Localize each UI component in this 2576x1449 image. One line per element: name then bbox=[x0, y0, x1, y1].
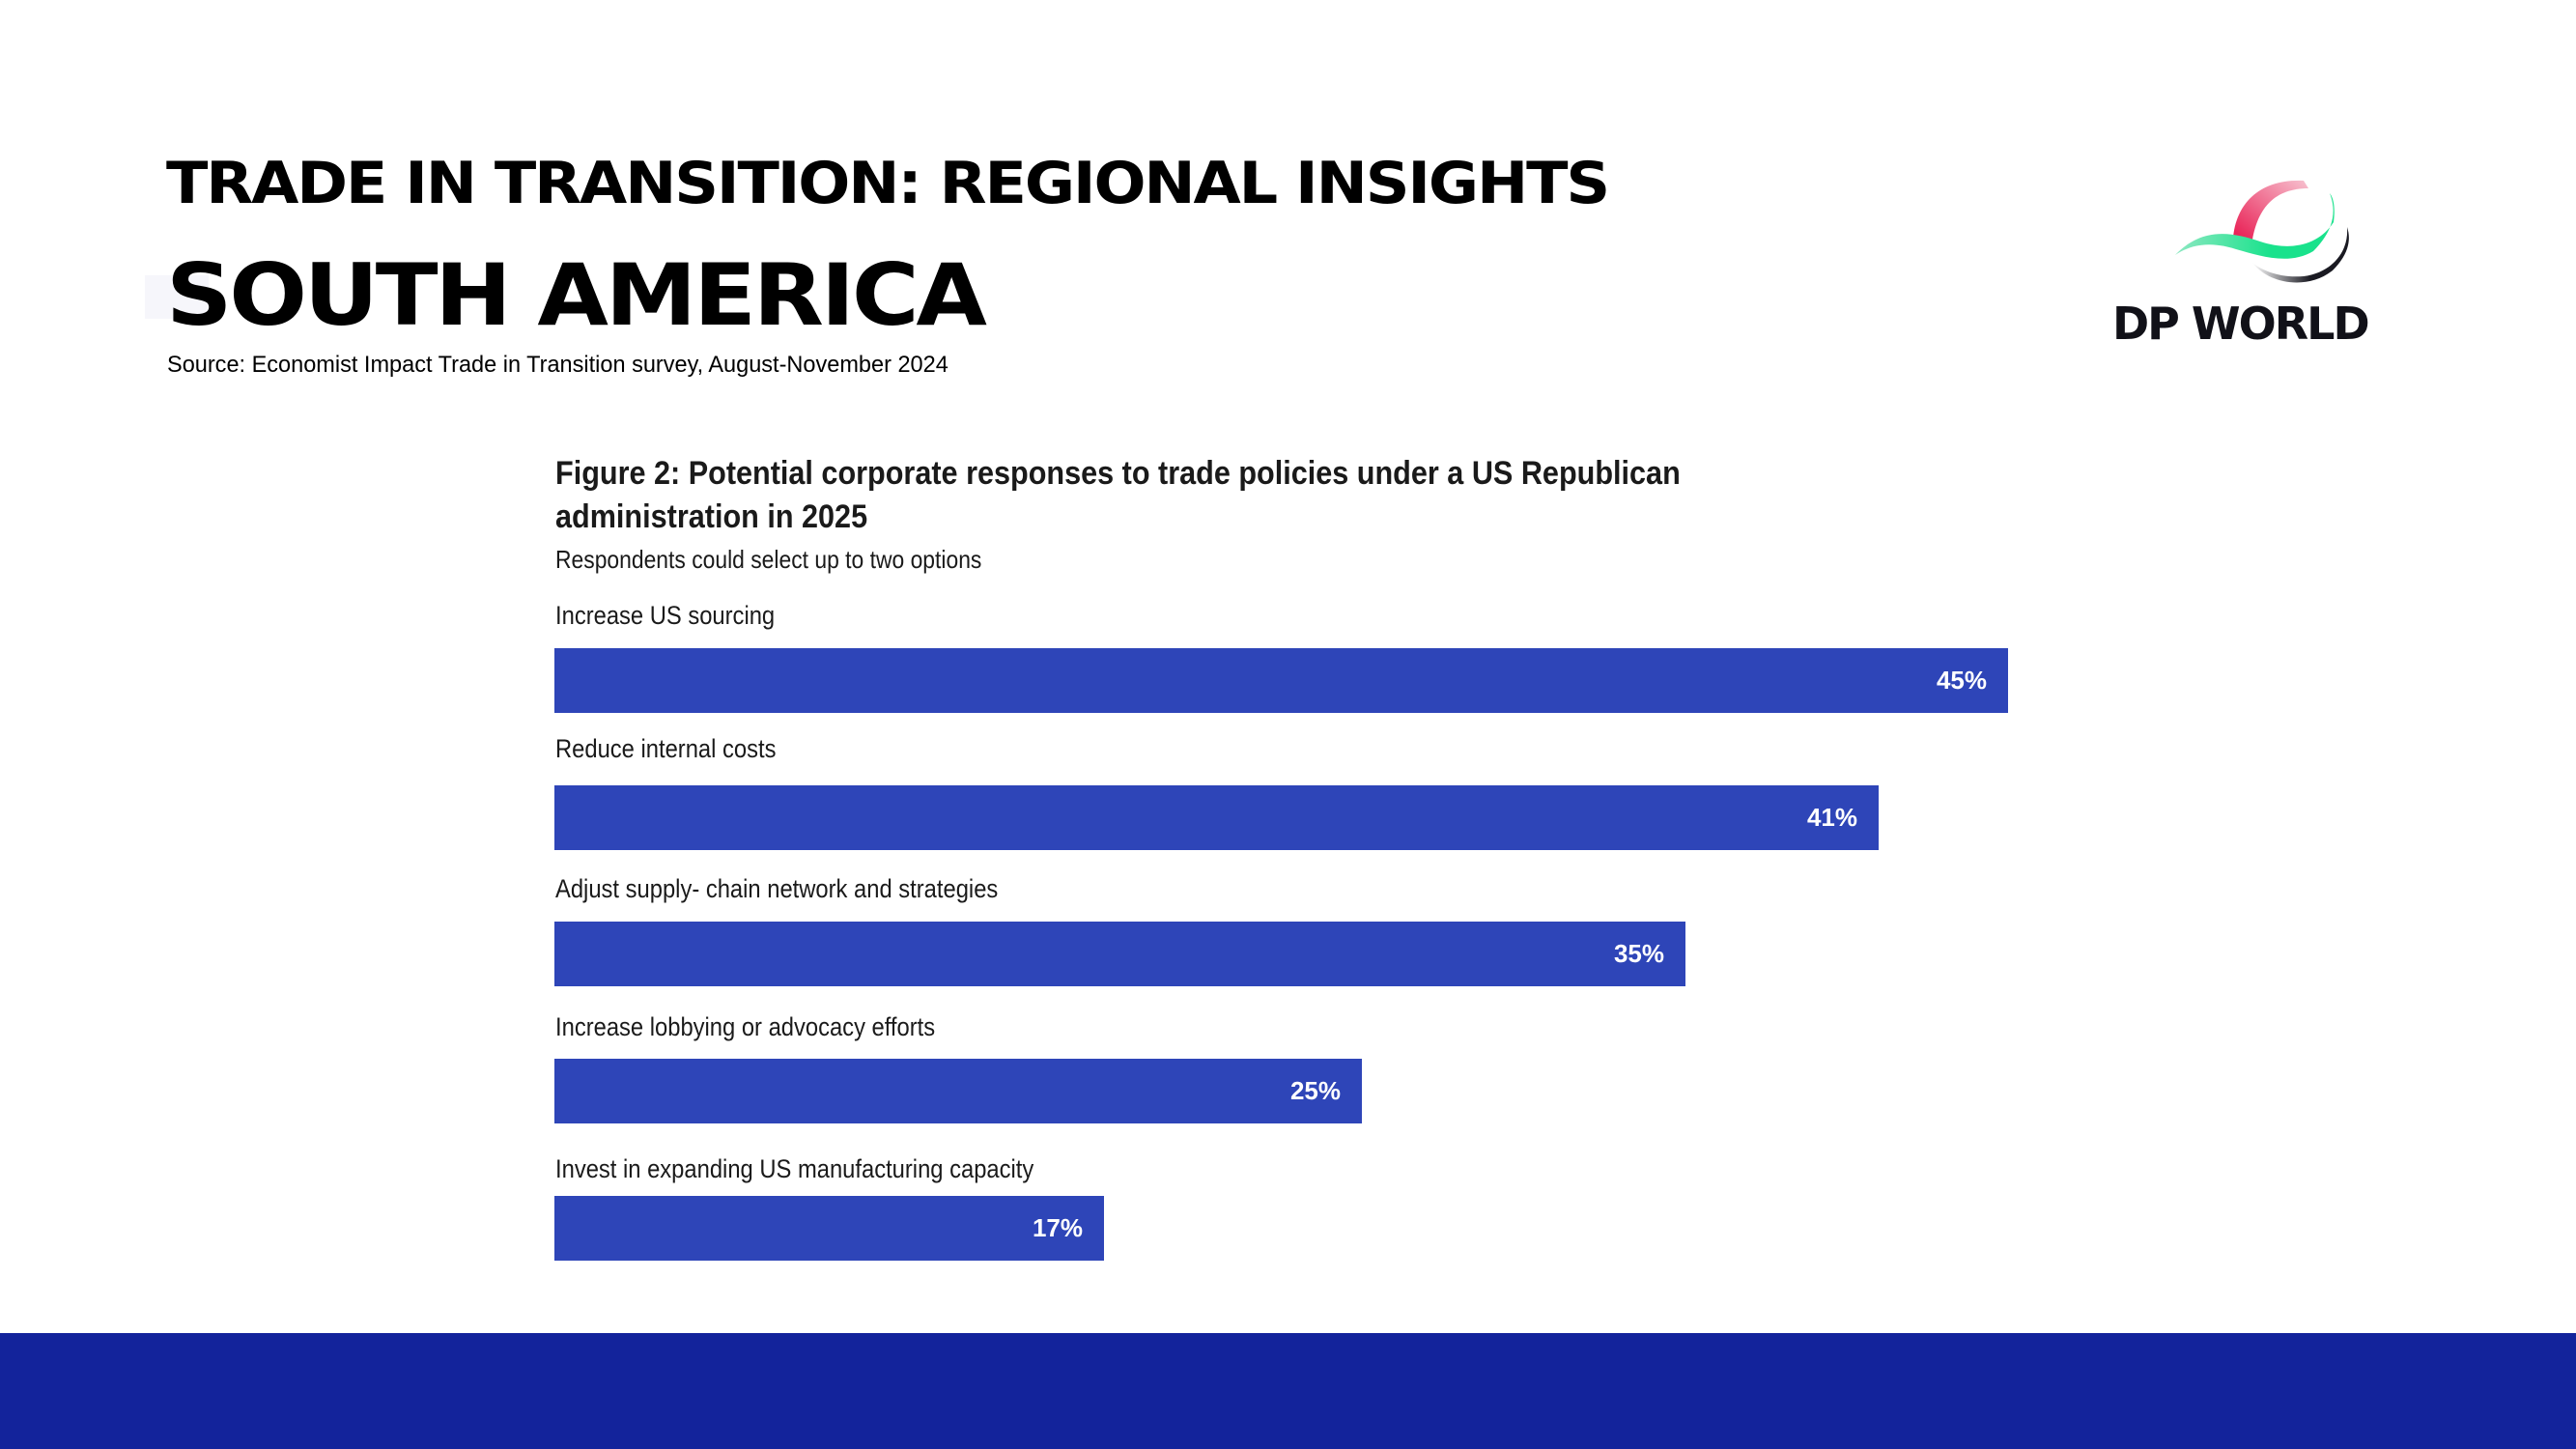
bar-value-label: 25% bbox=[1289, 1076, 1341, 1105]
footer-band bbox=[0, 1333, 2576, 1449]
category-label: Increase US sourcing bbox=[555, 601, 776, 630]
source-note: Source: Economist Impact Trade in Transi… bbox=[167, 352, 948, 378]
chart-subtitle: Respondents could select up to two optio… bbox=[555, 545, 982, 574]
bar: 17% bbox=[554, 1196, 1104, 1261]
bar: 41% bbox=[554, 785, 1879, 850]
bar: 45% bbox=[554, 648, 2008, 713]
bar-value-label: 35% bbox=[1613, 939, 1664, 968]
bar-value-label: 45% bbox=[1936, 666, 1987, 695]
region-title: SOUTH AMERICA bbox=[166, 245, 987, 345]
page-title: TRADE IN TRANSITION: REGIONAL INSIGHTS bbox=[166, 150, 1610, 217]
bar: 35% bbox=[554, 922, 1685, 986]
logo-text: DP WORLD bbox=[2112, 298, 2370, 350]
category-label: Invest in expanding US manufacturing cap… bbox=[555, 1154, 1034, 1183]
category-label: Adjust supply- chain network and strateg… bbox=[555, 874, 999, 903]
dp-world-logo: DP WORLD bbox=[2106, 155, 2424, 357]
region-title-highlight bbox=[145, 275, 209, 319]
chart-title: Figure 2: Potential corporate responses … bbox=[555, 455, 1681, 535]
bar: 25% bbox=[554, 1059, 1362, 1123]
category-label: Increase lobbying or advocacy efforts bbox=[555, 1012, 936, 1041]
bar-value-label: 17% bbox=[1032, 1213, 1083, 1242]
bar-value-label: 41% bbox=[1806, 803, 1857, 832]
category-label: Reduce internal costs bbox=[555, 734, 777, 763]
dp-world-globe-icon bbox=[2175, 180, 2349, 283]
